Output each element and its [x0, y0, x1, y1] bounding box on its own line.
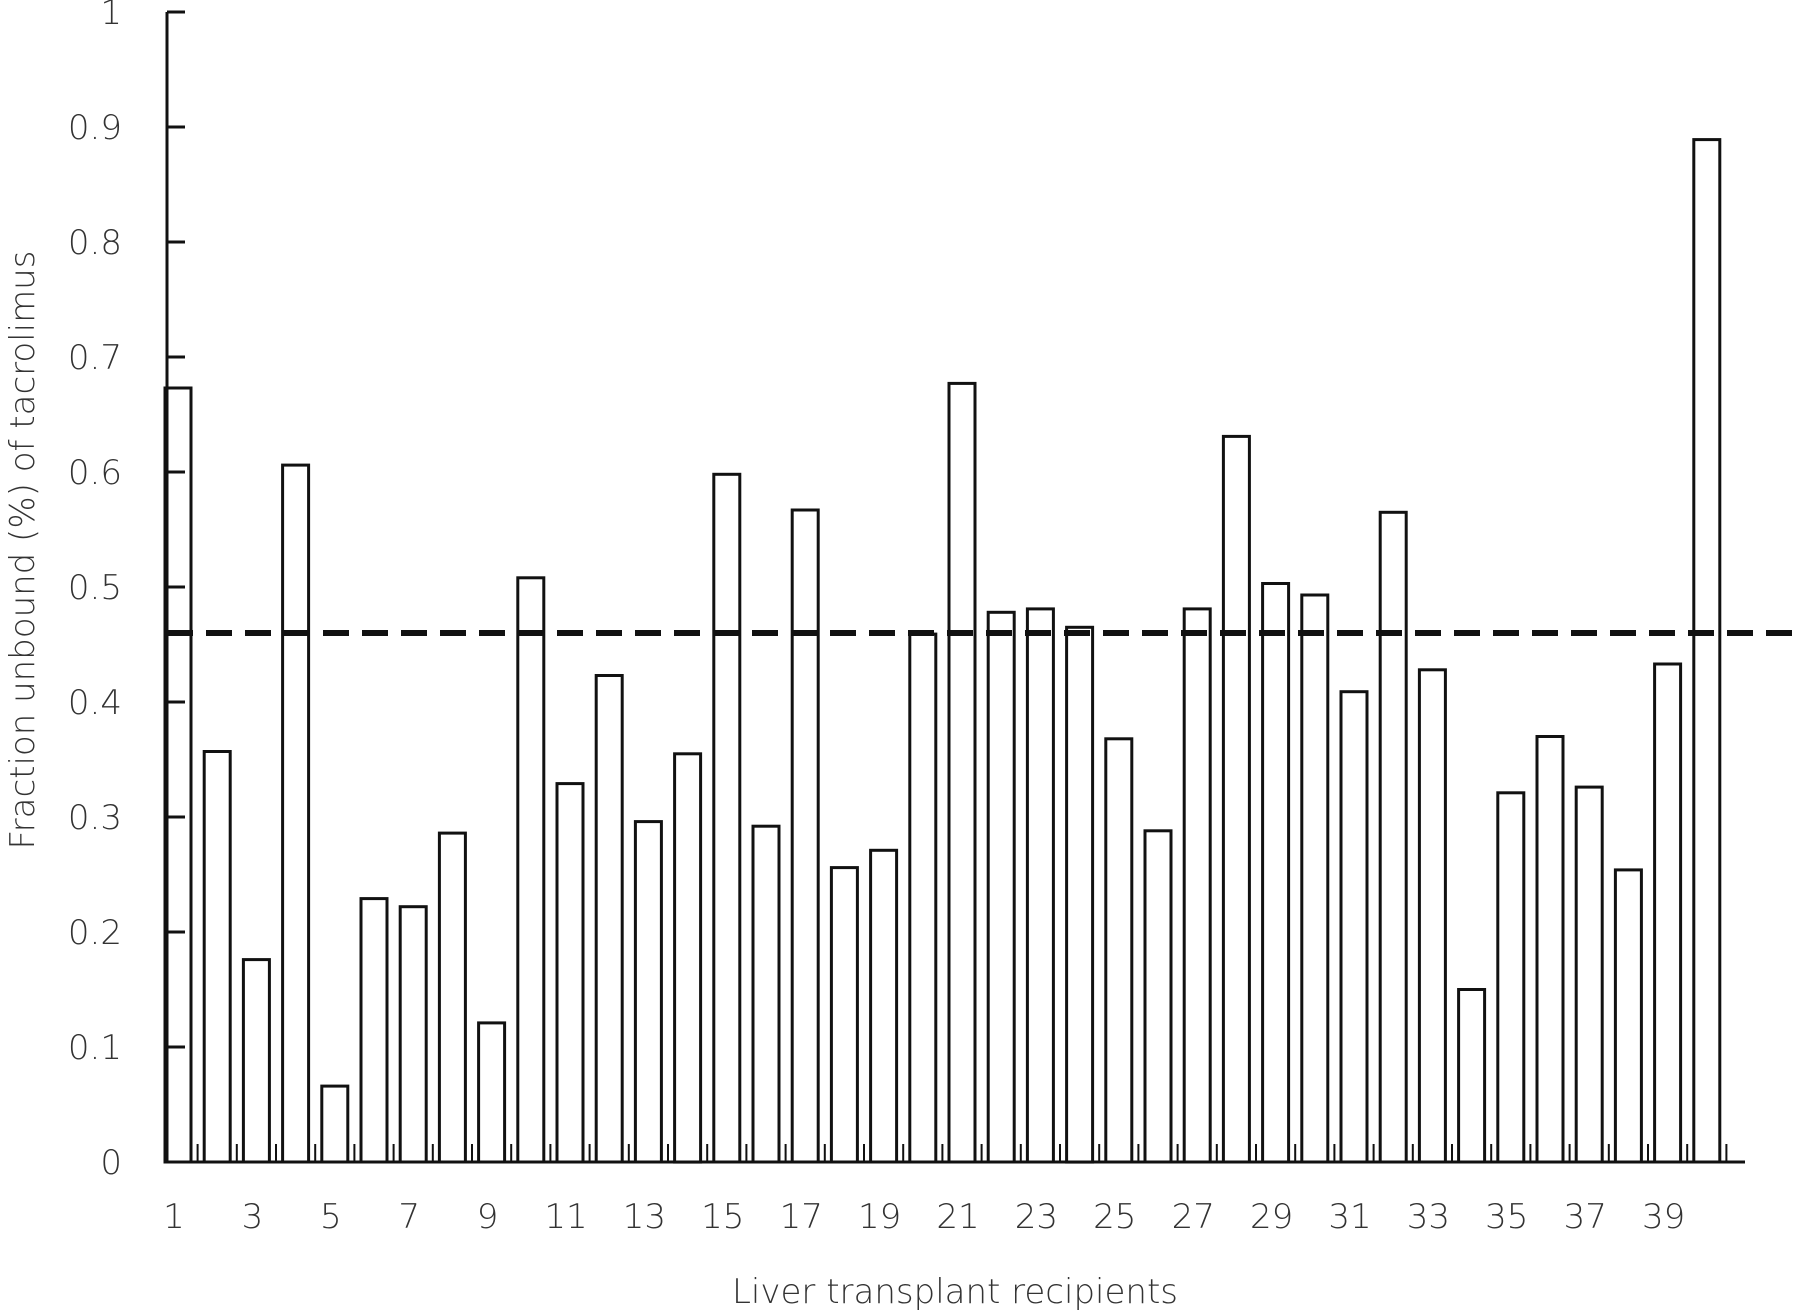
y-axis-title: Fraction unbound (%) of tacrolimus: [3, 251, 43, 850]
bar-recipient-38: [1613, 868, 1643, 1164]
y-tick-label-0: 0: [100, 1143, 122, 1183]
y-axis-ticks: 0 0.1 0.2 0.3 0.4 0.5 0.6 0.7 0.8 0.9 1: [68, 0, 185, 1183]
bar-recipient-16: [751, 824, 781, 1164]
x-axis-ticks: 1 3 5 7 9 11 13 15 17 19 21 23 25 27 29 31 33 35 37 39: [163, 1144, 1728, 1237]
bar-recipient-40: [1692, 138, 1722, 1164]
x-tick-label-15: 15: [701, 1197, 744, 1237]
bar-recipient-3: [241, 958, 271, 1164]
bar-recipient-30: [1300, 593, 1330, 1164]
x-tick-label-27: 27: [1172, 1197, 1215, 1237]
y-tick-label-0.8: 0.8: [68, 223, 122, 263]
y-tick-label-0.2: 0.2: [68, 913, 122, 953]
bar-recipient-22: [986, 610, 1016, 1164]
bar-recipient-12: [594, 674, 624, 1164]
x-tick-label-35: 35: [1485, 1197, 1528, 1237]
x-tick-label-17: 17: [780, 1197, 823, 1237]
y-tick-label-0.6: 0.6: [68, 453, 122, 493]
bar-recipient-35: [1496, 791, 1526, 1164]
bar-recipient-33: [1417, 668, 1447, 1164]
bar-recipient-10: [516, 576, 546, 1164]
bar-recipient-31: [1339, 690, 1369, 1164]
bar-recipient-28: [1221, 434, 1251, 1164]
x-tick-label-19: 19: [858, 1197, 901, 1237]
bar-recipient-6: [359, 897, 389, 1164]
bar-recipient-37: [1574, 785, 1604, 1164]
bar-recipient-29: [1261, 582, 1291, 1164]
bars-group: [163, 138, 1722, 1164]
x-tick-label-13: 13: [623, 1197, 666, 1237]
x-tick-label-21: 21: [936, 1197, 979, 1237]
bar-recipient-2: [202, 750, 232, 1164]
bar-recipient-11: [555, 782, 585, 1164]
bar-recipient-18: [829, 866, 859, 1164]
x-tick-label-3: 3: [242, 1197, 264, 1237]
x-axis-title: Liver transplant recipients: [732, 1272, 1178, 1312]
bar-recipient-24: [1065, 625, 1095, 1164]
bar-recipient-27: [1182, 607, 1212, 1164]
y-tick-label-0.3: 0.3: [68, 798, 122, 838]
bar-recipient-26: [1143, 829, 1173, 1164]
bar-recipient-15: [712, 472, 742, 1164]
bar-recipient-25: [1104, 737, 1134, 1164]
bar-recipient-32: [1378, 510, 1408, 1164]
x-tick-label-11: 11: [544, 1197, 587, 1237]
y-tick-label-0.7: 0.7: [68, 338, 122, 378]
bar-recipient-34: [1457, 988, 1487, 1164]
x-tick-label-5: 5: [320, 1197, 342, 1237]
x-tick-label-23: 23: [1015, 1197, 1058, 1237]
y-tick-label-0.4: 0.4: [68, 683, 122, 723]
bar-recipient-19: [869, 848, 899, 1164]
bar-recipient-14: [673, 752, 703, 1164]
x-tick-label-39: 39: [1642, 1197, 1685, 1237]
x-tick-label-25: 25: [1093, 1197, 1136, 1237]
bar-recipient-5: [320, 1084, 350, 1164]
y-tick-label-0.5: 0.5: [68, 568, 122, 608]
x-tick-label-31: 31: [1328, 1197, 1371, 1237]
bar-recipient-8: [437, 831, 467, 1164]
y-tick-label-1: 1: [100, 0, 122, 33]
bar-recipient-36: [1535, 735, 1565, 1164]
bar-recipient-9: [477, 1021, 507, 1164]
bar-recipient-23: [1025, 607, 1055, 1164]
x-tick-label-9: 9: [477, 1197, 499, 1237]
y-tick-label-0.1: 0.1: [68, 1028, 122, 1068]
bar-recipient-20: [908, 632, 938, 1164]
x-tick-label-29: 29: [1250, 1197, 1293, 1237]
bar-recipient-21: [947, 381, 977, 1164]
bar-recipient-4: [281, 463, 311, 1164]
bar-recipient-13: [633, 820, 663, 1164]
bar-recipient-7: [398, 905, 428, 1164]
y-tick-label-0.9: 0.9: [68, 108, 122, 148]
bar-recipient-17: [790, 508, 820, 1164]
x-tick-label-7: 7: [398, 1197, 420, 1237]
x-tick-label-37: 37: [1564, 1197, 1607, 1237]
x-tick-label-33: 33: [1407, 1197, 1450, 1237]
x-tick-label-1: 1: [163, 1197, 185, 1237]
bar-recipient-39: [1653, 662, 1683, 1164]
